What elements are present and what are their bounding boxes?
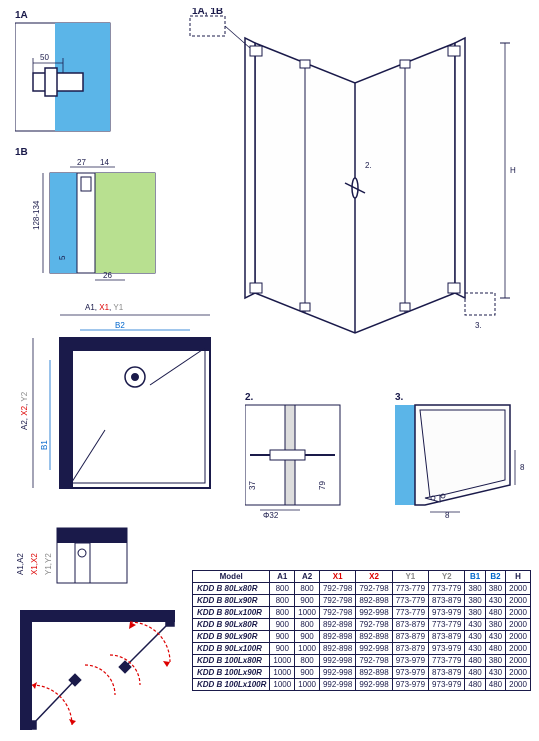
table-row: KDD B 90Lx80R900800892-898792-798873-879… bbox=[193, 619, 531, 631]
dim-32: Φ32 bbox=[263, 511, 279, 520]
table-row: KDD B 90Lx100R9001000892-898992-998873-8… bbox=[193, 643, 531, 655]
shower-3d: 1A, 1B 2. 3. H bbox=[180, 8, 535, 368]
label-3: 3. bbox=[395, 392, 404, 403]
col-b2: B2 bbox=[485, 571, 505, 583]
profile-section: A1,A2 X1,X2 Y1,Y2 bbox=[15, 520, 135, 595]
col-y2: Y2 bbox=[429, 571, 465, 583]
svg-text:A2, X2, Y2: A2, X2, Y2 bbox=[20, 391, 29, 430]
dim-y1y2: Y1,Y2 bbox=[44, 553, 53, 575]
dim-128: 128-134 bbox=[32, 200, 41, 230]
dim-b2: B2 bbox=[115, 321, 125, 330]
dim-a1a2: A1,A2 bbox=[16, 553, 25, 575]
svg-text:A1, X1, Y1: A1, X1, Y1 bbox=[85, 303, 124, 312]
label-1b: 1B bbox=[15, 147, 28, 158]
table-row: KDD B 80Lx100R8001000792-798992-998773-7… bbox=[193, 607, 531, 619]
col-a1: A1 bbox=[270, 571, 295, 583]
label-1a1b: 1A, 1B bbox=[192, 8, 223, 17]
detail-1a: 1A 50 bbox=[15, 8, 115, 133]
tray-top-view: A1, X1, Y1 B2 A2, X2, Y2 B1 bbox=[15, 300, 215, 510]
dim-h: H bbox=[510, 166, 516, 175]
label-2-callout: 2. bbox=[365, 161, 372, 170]
detail-1b: 1B 27 14 128-134 5 26 bbox=[15, 145, 165, 285]
label-1a: 1A bbox=[15, 10, 28, 21]
detail-2: 2. 37 79 Φ32 bbox=[245, 390, 345, 520]
table-row: KDD B 90Lx90R900900892-898892-898873-879… bbox=[193, 631, 531, 643]
dim-5: 5 bbox=[58, 255, 67, 260]
col-x2: X2 bbox=[356, 571, 392, 583]
table-row: KDD B 100Lx90R1000900992-998892-898973-9… bbox=[193, 667, 531, 679]
detail-3: 3. 8 8 bbox=[395, 390, 530, 520]
col-b1: B1 bbox=[465, 571, 485, 583]
dim-37: 37 bbox=[248, 481, 257, 490]
dim-b1: B1 bbox=[40, 440, 49, 450]
table-row: KDD B 100Lx80R1000800992-998792-798973-9… bbox=[193, 655, 531, 667]
label-2: 2. bbox=[245, 392, 254, 403]
dim-26: 26 bbox=[103, 271, 112, 280]
door-swing bbox=[15, 605, 180, 735]
dim-50: 50 bbox=[40, 53, 49, 62]
dim-x1x2: X1,X2 bbox=[30, 553, 39, 575]
dim-79: 79 bbox=[318, 481, 327, 490]
dim-14: 14 bbox=[100, 158, 109, 167]
dimensions-table: ModelA1A2X1X2Y1Y2B1B2HKDD B 80Lx80R80080… bbox=[192, 570, 531, 691]
table-row: KDD B 100Lx100R10001000992-998992-998973… bbox=[193, 679, 531, 691]
table-row: KDD B 80Lx90R800900792-798892-898773-779… bbox=[193, 595, 531, 607]
dim-8b: 8 bbox=[520, 463, 525, 472]
dim-27: 27 bbox=[77, 158, 86, 167]
col-model: Model bbox=[193, 571, 270, 583]
table-row: KDD B 80Lx80R800800792-798792-798773-779… bbox=[193, 583, 531, 595]
label-3-callout: 3. bbox=[475, 321, 482, 330]
col-x1: X1 bbox=[319, 571, 355, 583]
col-h: H bbox=[506, 571, 531, 583]
col-a2: A2 bbox=[295, 571, 320, 583]
col-y1: Y1 bbox=[392, 571, 428, 583]
